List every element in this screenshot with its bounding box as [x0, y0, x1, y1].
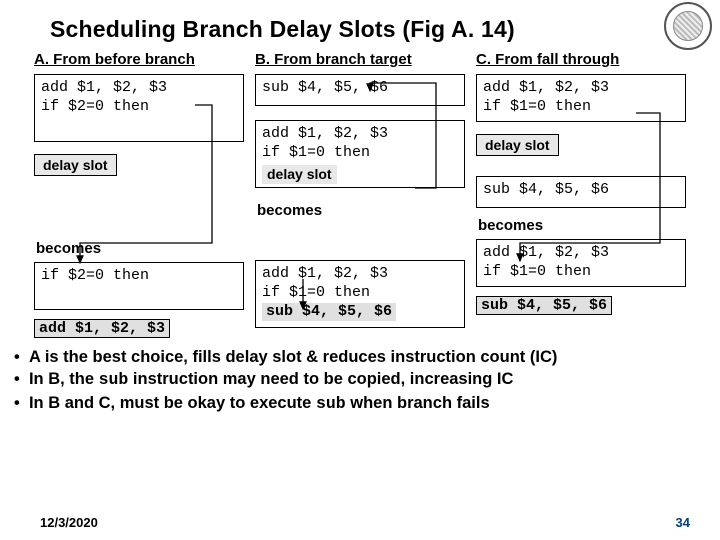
delay-slot-label: delay slot — [262, 165, 337, 185]
code-line: add $1, $2, $3 — [483, 79, 679, 98]
footer: 12/3/2020 34 — [40, 515, 690, 530]
col-b-head: B. From branch target — [255, 51, 465, 68]
code-line: sub $4, $5, $6 — [262, 79, 458, 98]
column-b: B. From branch target sub $4, $5, $6 add… — [255, 51, 465, 338]
footer-date: 12/3/2020 — [40, 515, 98, 530]
col-b-box2: add $1, $2, $3 if $1=0 then delay slot — [255, 120, 465, 188]
delay-slot-label: delay slot — [34, 154, 117, 176]
col-b-box3: add $1, $2, $3 if $1=0 then sub $4, $5, … — [255, 260, 465, 328]
columns: A. From before branch add $1, $2, $3 if … — [0, 43, 720, 338]
becomes-label: becomes — [478, 217, 686, 234]
col-a-box2: if $2=0 then — [34, 262, 244, 310]
bullet-3: • In B and C, must be okay to execute su… — [14, 392, 706, 415]
column-c: C. From fall through add $1, $2, $3 if $… — [476, 51, 686, 338]
bullet-2: • In B, the sub instruction may need to … — [14, 368, 706, 391]
code-line: add $1, $2, $3 — [262, 265, 458, 284]
col-b-highlight: sub $4, $5, $6 — [262, 303, 396, 322]
code-line: if $1=0 then — [483, 263, 679, 282]
col-c-head: C. From fall through — [476, 51, 686, 68]
code-line: sub $4, $5, $6 — [483, 181, 679, 200]
column-a: A. From before branch add $1, $2, $3 if … — [34, 51, 244, 338]
code-line: add $1, $2, $3 — [483, 244, 679, 263]
code-line: if $1=0 then — [483, 98, 679, 117]
code-line: add $1, $2, $3 — [262, 125, 458, 144]
col-a-box1: add $1, $2, $3 if $2=0 then — [34, 74, 244, 142]
col-a-head: A. From before branch — [34, 51, 244, 68]
col-b-box1: sub $4, $5, $6 — [255, 74, 465, 106]
footer-page: 34 — [676, 515, 690, 530]
bullet-1: • A is the best choice, fills delay slot… — [14, 346, 706, 368]
col-c-box1: add $1, $2, $3 if $1=0 then — [476, 74, 686, 122]
slide-title: Scheduling Branch Delay Slots (Fig A. 14… — [0, 0, 720, 43]
delay-slot-label: delay slot — [476, 134, 559, 156]
code-line: if $1=0 then — [262, 284, 458, 303]
col-c-box3: add $1, $2, $3 if $1=0 then — [476, 239, 686, 287]
code-line: add $1, $2, $3 — [41, 79, 237, 98]
becomes-label: becomes — [257, 202, 465, 219]
code-line: if $2=0 then — [41, 98, 237, 117]
becomes-label: becomes — [36, 240, 244, 257]
code-line: if $1=0 then — [262, 144, 458, 163]
code-line: if $2=0 then — [41, 267, 237, 286]
col-c-highlight: sub $4, $5, $6 — [476, 296, 612, 315]
col-c-box2: sub $4, $5, $6 — [476, 176, 686, 208]
bullet-list: • A is the best choice, fills delay slot… — [0, 338, 720, 415]
col-a-highlight: add $1, $2, $3 — [34, 319, 170, 338]
